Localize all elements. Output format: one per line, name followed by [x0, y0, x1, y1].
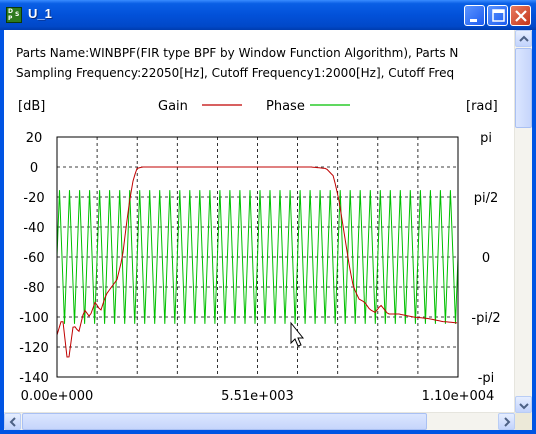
phase-series-line	[56, 190, 459, 324]
scroll-left-button[interactable]	[4, 413, 21, 430]
icon-letter-d: D	[8, 8, 13, 15]
close-button[interactable]	[510, 5, 531, 26]
legend-phase-label: Phase	[266, 99, 305, 114]
plot-frame	[56, 136, 459, 378]
gain-series-line	[56, 166, 458, 358]
minimize-button[interactable]	[464, 5, 485, 26]
client-area: Parts Name:WINBPF(FIR type BPF by Window…	[4, 30, 532, 430]
vertical-scroll-thumb[interactable]	[515, 48, 532, 128]
y-right-tick-label: -pi/2	[471, 311, 500, 326]
y-left-tick-label: 0	[30, 161, 38, 176]
parts-info-line: Parts Name:WINBPF(FIR type BPF by Window…	[16, 46, 459, 60]
y-left-tick-label: -100	[19, 311, 49, 326]
y-left-tick-label: -20	[23, 191, 44, 206]
close-icon	[515, 10, 527, 22]
y-left-tick-label: -40	[23, 221, 44, 236]
title-bar[interactable]: D S P U_1	[0, 0, 536, 30]
vertical-scrollbar[interactable]	[514, 30, 532, 413]
y-left-tick-label: -140	[19, 371, 49, 386]
y-right-unit-label: [rad]	[466, 99, 498, 114]
x-tick-label: 5.51e+003	[221, 389, 294, 404]
y-right-tick-label: pi/2	[474, 191, 499, 206]
x-tick-label: 0.00e+000	[21, 389, 94, 404]
dsp-app-icon: D S P	[6, 7, 22, 23]
chevron-right-icon	[504, 417, 511, 427]
y-left-tick-label: 20	[26, 131, 43, 146]
mouse-cursor-icon	[290, 321, 305, 347]
icon-letter-p: P	[8, 15, 13, 22]
frequency-response-chart: 20 0 -20 -40 -60 -80 -100 -120 -140 pi pi/2 0 -pi/2 -…	[18, 99, 501, 404]
chevron-up-icon	[519, 35, 529, 42]
sampling-info-line: Sampling Frequency:22050[Hz], Cutoff Fre…	[16, 66, 455, 80]
minimize-icon	[470, 19, 477, 22]
scroll-up-button[interactable]	[515, 30, 532, 47]
y-left-tick-label: -120	[19, 341, 49, 356]
chevron-left-icon	[9, 417, 16, 427]
y-right-tick-label: -pi	[478, 371, 495, 386]
y-left-tick-label: -80	[23, 281, 44, 296]
window-title: U_1	[28, 6, 52, 21]
y-right-tick-label: pi	[480, 131, 492, 146]
horizontal-scrollbar[interactable]	[4, 412, 515, 430]
icon-letter-s: S	[15, 11, 20, 18]
maximize-button[interactable]	[487, 5, 508, 26]
scroll-right-button[interactable]	[498, 413, 515, 430]
scrollbar-corner	[515, 413, 532, 430]
legend-gain-label: Gain	[158, 99, 188, 114]
maximize-icon	[492, 9, 505, 22]
x-tick-label: 1.10e+004	[422, 389, 495, 404]
y-left-unit-label: [dB]	[18, 99, 45, 114]
y-left-tick-label: -60	[23, 251, 44, 266]
chevron-down-icon	[519, 403, 529, 410]
horizontal-scroll-thumb[interactable]	[22, 413, 427, 430]
y-right-tick-label: 0	[482, 251, 490, 266]
scroll-down-button[interactable]	[515, 396, 532, 413]
